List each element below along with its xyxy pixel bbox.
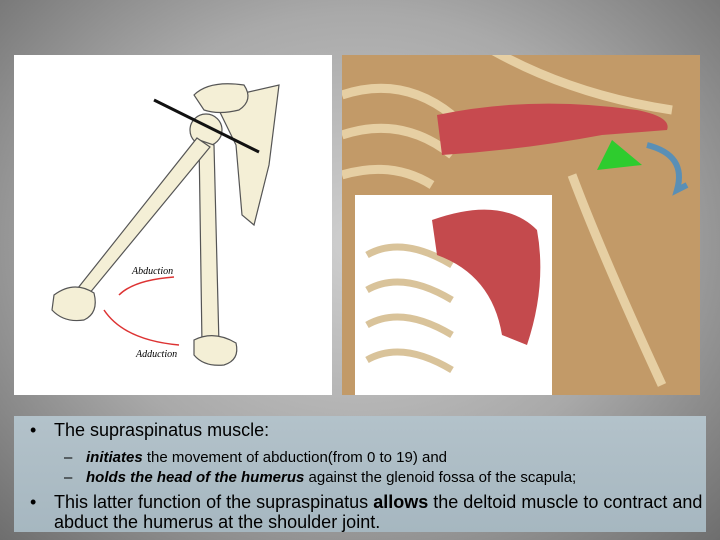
arm-drawing: Abduction Adduction xyxy=(51,83,280,366)
bullet: This latter function of the supraspinatu… xyxy=(14,492,706,532)
sub-bullet: holds the head of the humerus against th… xyxy=(14,468,706,488)
bullet-text: This latter function of the supraspinatu… xyxy=(54,492,369,512)
sub-bullet-text: against the glenoid fossa of the scapula… xyxy=(308,469,577,486)
sub-bullet-text: the movement of abduction(from 0 to 19) … xyxy=(146,449,448,466)
bullet: The supraspinatus muscle: xyxy=(14,420,706,440)
arm-diagram: Abduction Adduction xyxy=(14,55,332,395)
sub-bullet-list: initiates the movement of abduction(from… xyxy=(14,448,706,488)
bullet-list: This latter function of the supraspinatu… xyxy=(14,492,706,532)
sub-bullet: initiates the movement of abduction(from… xyxy=(14,448,706,468)
emphasis: initiates xyxy=(86,449,143,466)
bullet-text: the deltoid muscle to contract and abduc… xyxy=(54,492,703,532)
shoulder-illustration xyxy=(342,55,700,395)
emphasis: allows xyxy=(373,492,429,512)
shoulder-drawing xyxy=(342,55,700,395)
bullet-list: The supraspinatus muscle: xyxy=(14,420,706,440)
bullet-text: The supraspinatus muscle: xyxy=(54,420,270,440)
text-panel: The supraspinatus muscle: initiates the … xyxy=(14,416,706,532)
adduction-label: Adduction xyxy=(135,349,177,360)
abduction-label: Abduction xyxy=(131,266,173,277)
emphasis: holds the head of the humerus xyxy=(86,469,305,486)
